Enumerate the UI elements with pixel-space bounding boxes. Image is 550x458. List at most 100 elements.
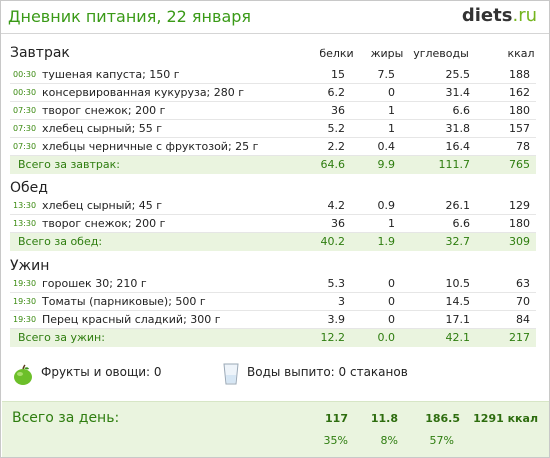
kcal-value: 78: [516, 140, 530, 153]
fat-value: 0.4: [377, 140, 396, 153]
food-row[interactable]: 00:30 тушеная капуста; 150 г 15 7.5 25.5…: [10, 66, 536, 84]
kcal-value: 70: [516, 295, 530, 308]
fat-value: 0: [388, 277, 395, 290]
diary-header: Дневник питания, 22 января diets.ru: [1, 1, 549, 34]
day-kcal: 1291 ккал: [473, 412, 538, 425]
fat-value: 1: [388, 104, 395, 117]
fat-total: 0.0: [377, 331, 396, 344]
food-name[interactable]: творог снежок; 200 г: [42, 217, 166, 230]
carbs-value: 31.4: [445, 86, 471, 99]
protein-value: 36: [331, 217, 345, 230]
food-row[interactable]: 19:30 горошек 30; 210 г 5.3 0 10.5 63: [10, 275, 536, 293]
meal-title-breakfast: Завтрак: [10, 45, 70, 61]
food-row[interactable]: 07:30 хлебец сырный; 55 г 5.2 1 31.8 157: [10, 120, 536, 138]
brand-logo[interactable]: diets.ru: [462, 5, 537, 26]
meal-time: 07:30: [13, 106, 37, 115]
carbs-value: 17.1: [445, 313, 471, 326]
carbs-value: 16.4: [445, 140, 471, 153]
meal-total-label: Всего за ужин:: [18, 331, 105, 344]
meal-time: 07:30: [13, 142, 37, 151]
carbs-value: 31.8: [445, 122, 471, 135]
meal-title-lunch: Обед: [10, 180, 48, 196]
protein-value: 15: [331, 68, 345, 81]
carbs-value: 25.5: [445, 68, 471, 81]
food-row[interactable]: 13:30 творог снежок; 200 г 36 1 6.6 180: [10, 215, 536, 233]
fat-value: 0: [388, 86, 395, 99]
meal-time: 19:30: [13, 297, 37, 306]
food-row[interactable]: 00:30 консервированная кукуруза; 280 г 6…: [10, 84, 536, 102]
food-name[interactable]: консервированная кукуруза; 280 г: [42, 86, 245, 99]
fat-value: 0: [388, 313, 395, 326]
food-name[interactable]: тушеная капуста; 150 г: [42, 68, 180, 81]
meal-title-dinner: Ужин: [10, 258, 50, 274]
meal-time: 13:30: [13, 219, 37, 228]
fat-value: 1: [388, 217, 395, 230]
meal-time: 19:30: [13, 279, 37, 288]
column-kcal: ккал: [507, 47, 535, 60]
meal-time: 07:30: [13, 124, 37, 133]
day-protein: 117: [325, 412, 348, 425]
kcal-value: 157: [509, 122, 530, 135]
carbs-value: 6.6: [452, 217, 471, 230]
food-name[interactable]: хлебец сырный; 45 г: [42, 199, 163, 212]
kcal-value: 63: [516, 277, 530, 290]
protein-value: 6.2: [327, 86, 346, 99]
fat-value: 1: [388, 122, 395, 135]
kcal-value: 188: [509, 68, 530, 81]
fat-total: 9.9: [377, 158, 396, 171]
food-row[interactable]: 19:30 Перец красный сладкий; 300 г 3.9 0…: [10, 311, 536, 329]
kcal-total: 765: [509, 158, 530, 171]
carbs-value: 6.6: [452, 104, 471, 117]
kcal-total: 309: [509, 235, 530, 248]
protein-value: 5.2: [327, 122, 346, 135]
kcal-value: 129: [509, 199, 530, 212]
protein-total: 40.2: [320, 235, 346, 248]
carbs-value: 14.5: [445, 295, 471, 308]
day-total-label: Всего за день:: [12, 410, 120, 426]
carbs-total: 42.1: [445, 331, 471, 344]
page-title: Дневник питания, 22 января: [8, 7, 252, 26]
kcal-total: 217: [509, 331, 530, 344]
day-protein-percent: 35%: [323, 434, 348, 447]
protein-value: 36: [331, 104, 345, 117]
day-fat-percent: 8%: [380, 434, 398, 447]
food-name[interactable]: хлебцы черничные с фруктозой; 25 г: [42, 140, 259, 153]
protein-value: 5.3: [327, 277, 346, 290]
food-row[interactable]: 07:30 творог снежок; 200 г 36 1 6.6 180: [10, 102, 536, 120]
food-name[interactable]: горошек 30; 210 г: [42, 277, 147, 290]
meal-total-breakfast: Всего за завтрак: 64.6 9.9 111.7 765: [10, 156, 536, 174]
water-counter: Воды выпито: 0 стаканов: [247, 365, 408, 379]
food-name[interactable]: Перец красный сладкий; 300 г: [42, 313, 221, 326]
fruits-counter: Фрукты и овощи: 0: [41, 365, 162, 379]
column-fat: жиры: [370, 47, 404, 60]
carbs-total: 111.7: [438, 158, 471, 171]
food-name[interactable]: Томаты (парниковые); 500 г: [42, 295, 206, 308]
day-fat: 11.8: [370, 412, 398, 425]
food-name[interactable]: хлебец сырный; 55 г: [42, 122, 163, 135]
protein-value: 2.2: [327, 140, 346, 153]
food-row[interactable]: 13:30 хлебец сырный; 45 г 4.2 0.9 26.1 1…: [10, 197, 536, 215]
meal-total-dinner: Всего за ужин: 12.2 0.0 42.1 217: [10, 329, 536, 347]
food-row[interactable]: 07:30 хлебцы черничные с фруктозой; 25 г…: [10, 138, 536, 156]
meal-total-label: Всего за обед:: [18, 235, 103, 248]
kcal-value: 180: [509, 217, 530, 230]
column-carbs: углеводы: [413, 47, 469, 60]
fat-value: 7.5: [377, 68, 396, 81]
protein-value: 3: [338, 295, 345, 308]
day-carbs: 186.5: [425, 412, 460, 425]
fat-total: 1.9: [377, 235, 396, 248]
food-row[interactable]: 19:30 Томаты (парниковые); 500 г 3 0 14.…: [10, 293, 536, 311]
apple-icon: [14, 364, 32, 385]
protein-total: 64.6: [320, 158, 346, 171]
carbs-total: 32.7: [445, 235, 471, 248]
water-glass-icon: [223, 363, 239, 385]
day-total: Всего за день: 117 11.8 186.5 1291 ккал …: [2, 401, 549, 457]
protein-total: 12.2: [320, 331, 346, 344]
food-name[interactable]: творог снежок; 200 г: [42, 104, 166, 117]
column-protein: белки: [319, 47, 354, 60]
day-carbs-percent: 57%: [429, 434, 454, 447]
protein-value: 3.9: [327, 313, 346, 326]
carbs-value: 10.5: [445, 277, 471, 290]
protein-value: 4.2: [327, 199, 346, 212]
